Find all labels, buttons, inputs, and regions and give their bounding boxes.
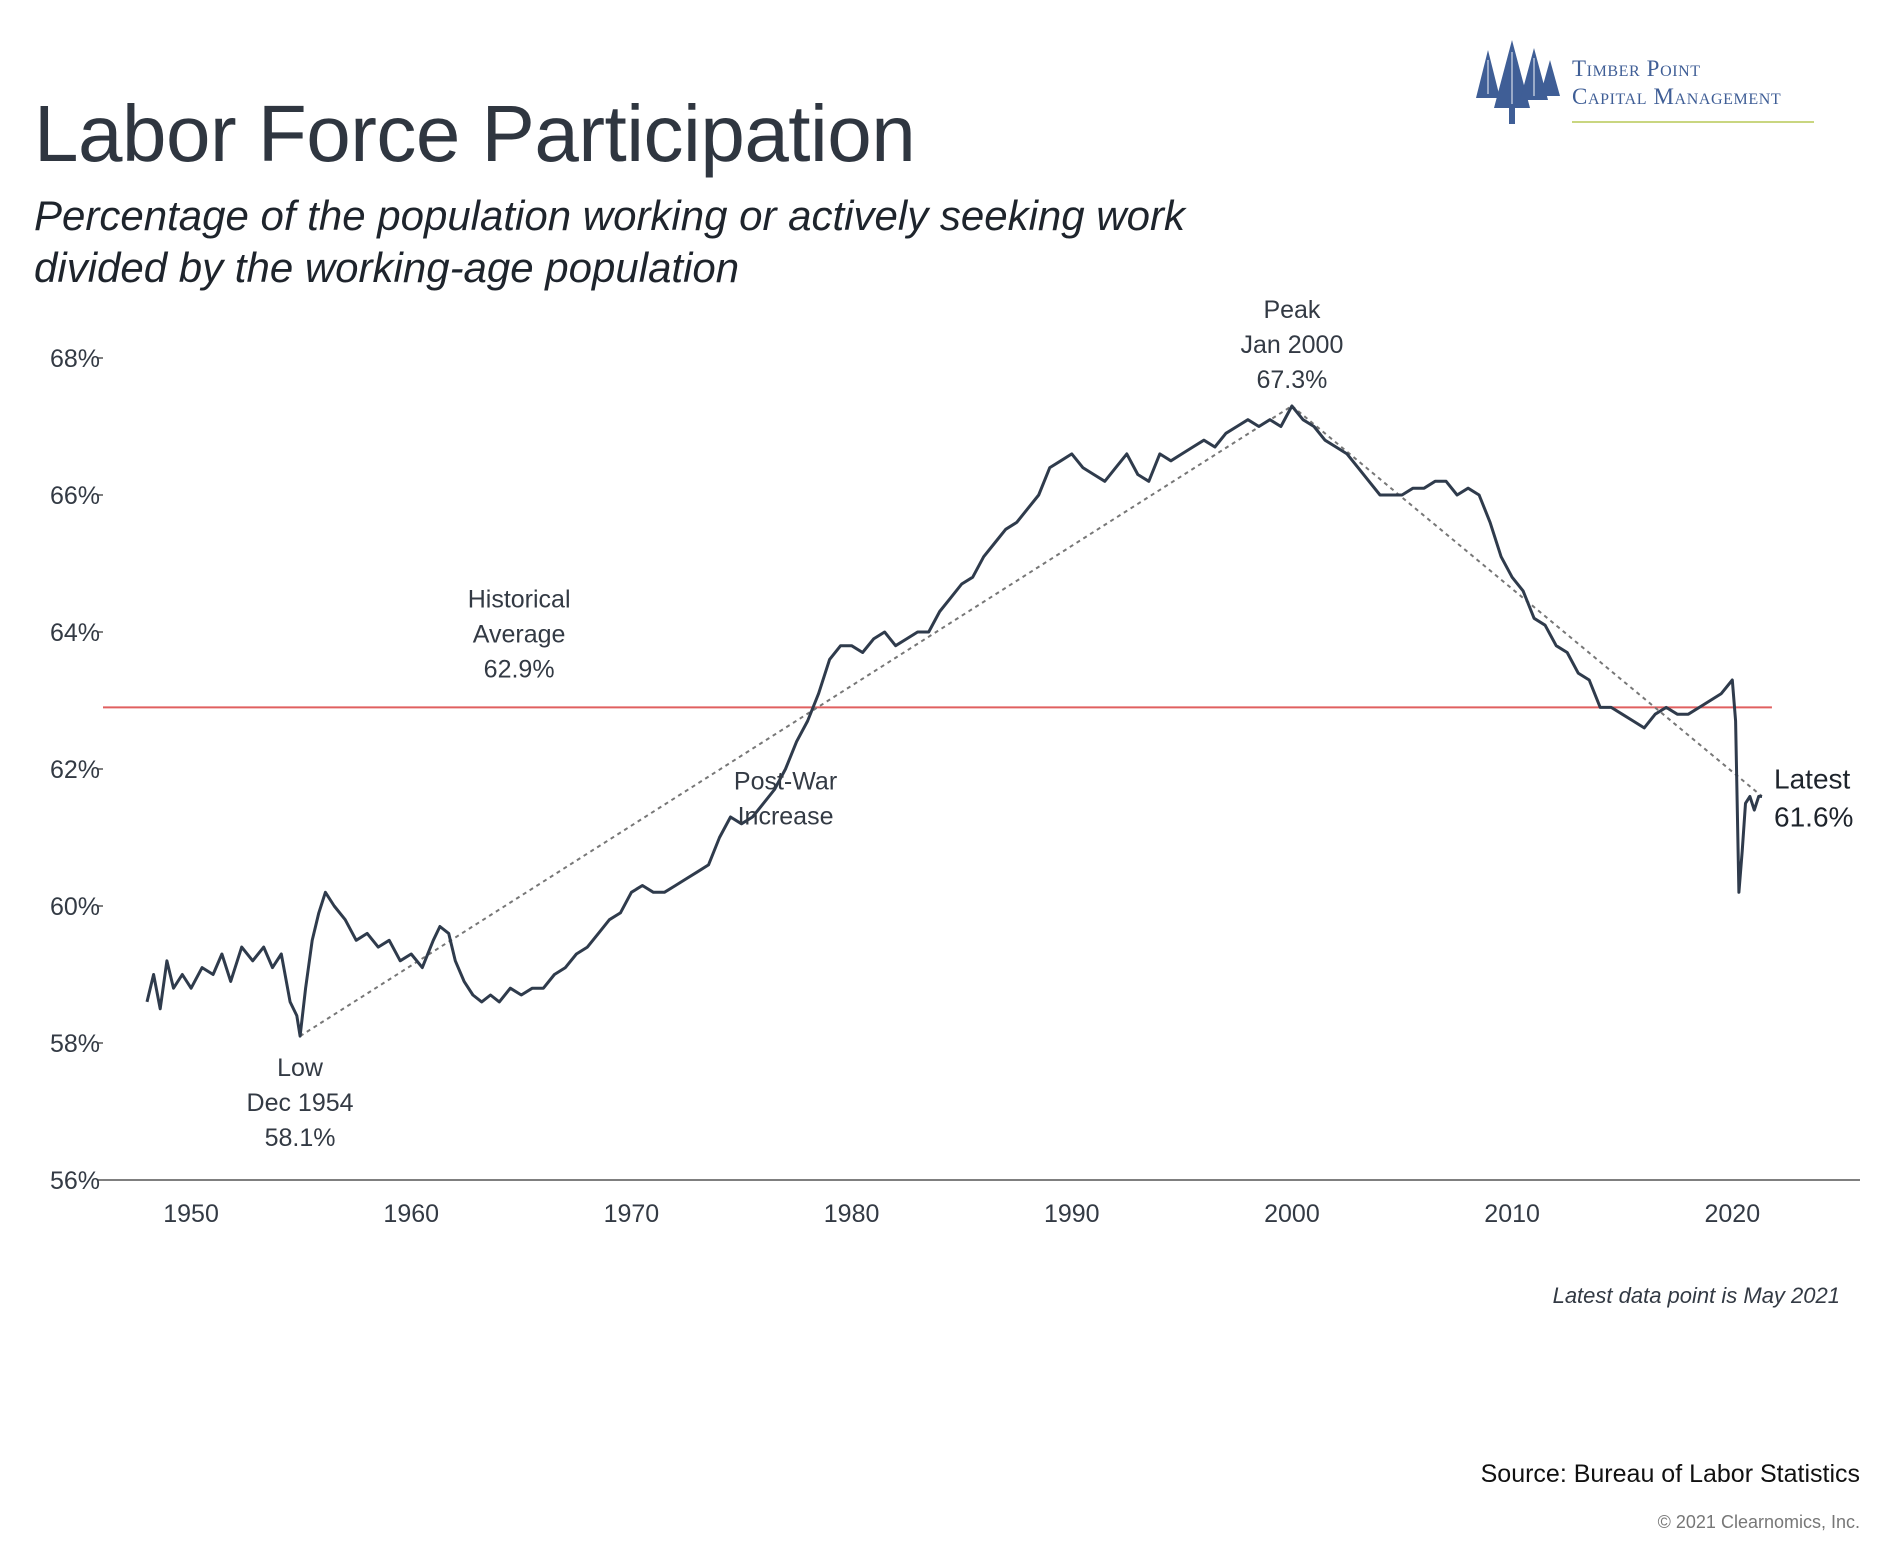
annotation-label: 61.6% <box>1774 801 1853 832</box>
line-chart: 56% 58% 60% 62% 64% 66% 68% 1950 1960 1970 1980 199… <box>50 296 1860 1228</box>
x-tick-label: 1970 <box>604 1200 660 1228</box>
annotation-label: Post-War <box>734 768 837 796</box>
x-tick-label: 1980 <box>824 1200 880 1228</box>
annotation-label: Historical <box>468 585 571 613</box>
subtitle-line-2: divided by the working-age population <box>34 244 740 291</box>
y-tick-label: 68% <box>50 345 100 373</box>
x-tick-label: 2000 <box>1264 1200 1320 1228</box>
copyright-note: © 2021 Clearnomics, Inc. <box>1657 1512 1860 1532</box>
latest-data-note: Latest data point is May 2021 <box>1552 1283 1840 1308</box>
annotation-label: 67.3% <box>1257 366 1328 394</box>
annotation-label: Peak <box>1263 296 1320 324</box>
annotation-label: 58.1% <box>265 1124 336 1152</box>
y-tick-label: 56% <box>50 1167 100 1195</box>
annotation-label: 62.9% <box>484 655 555 683</box>
annotation-label: Low <box>277 1054 324 1082</box>
y-tick-label: 64% <box>50 619 100 647</box>
trend-line <box>299 405 1293 1037</box>
x-tick-label: 1950 <box>163 1200 219 1228</box>
annotation-label: Dec 1954 <box>247 1089 354 1117</box>
chart-title: Labor Force Participation <box>34 89 916 178</box>
annotation-label: Jan 2000 <box>1241 331 1344 359</box>
pine-trees-icon <box>1476 40 1560 124</box>
logo-text-line-1: Timber Point <box>1572 56 1701 81</box>
y-tick-label: 66% <box>50 482 100 510</box>
x-tick-label: 2020 <box>1704 1200 1760 1228</box>
x-tick-label: 1990 <box>1044 1200 1100 1228</box>
logo-text-line-2: Capital Management <box>1572 84 1782 109</box>
chart-subtitle: Percentage of the population working or … <box>34 190 1334 294</box>
source-note: Source: Bureau of Labor Statistics <box>1480 1460 1860 1488</box>
y-tick-label: 62% <box>50 756 100 784</box>
annotation-label: Average <box>473 620 566 648</box>
y-tick-label: 60% <box>50 893 100 921</box>
y-tick-label: 58% <box>50 1030 100 1058</box>
annotation-label: Increase <box>738 803 834 831</box>
subtitle-line-1: Percentage of the population working or … <box>34 192 1185 239</box>
participation-rate-line <box>145 404 1762 1038</box>
x-tick-label: 2010 <box>1484 1200 1540 1228</box>
annotation-label: Latest <box>1774 763 1850 794</box>
company-logo: Timber Point Capital Management <box>1470 38 1815 130</box>
x-tick-label: 1960 <box>383 1200 439 1228</box>
logo-underline <box>1572 121 1814 123</box>
